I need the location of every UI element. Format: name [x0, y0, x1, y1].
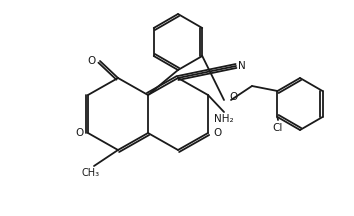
- Text: Cl: Cl: [273, 123, 283, 133]
- Text: CH₃: CH₃: [82, 168, 100, 178]
- Text: O: O: [213, 128, 221, 138]
- Text: O: O: [75, 128, 83, 138]
- Text: O: O: [229, 92, 237, 102]
- Text: N: N: [238, 61, 246, 71]
- Text: O: O: [88, 56, 96, 66]
- Text: NH₂: NH₂: [214, 114, 234, 124]
